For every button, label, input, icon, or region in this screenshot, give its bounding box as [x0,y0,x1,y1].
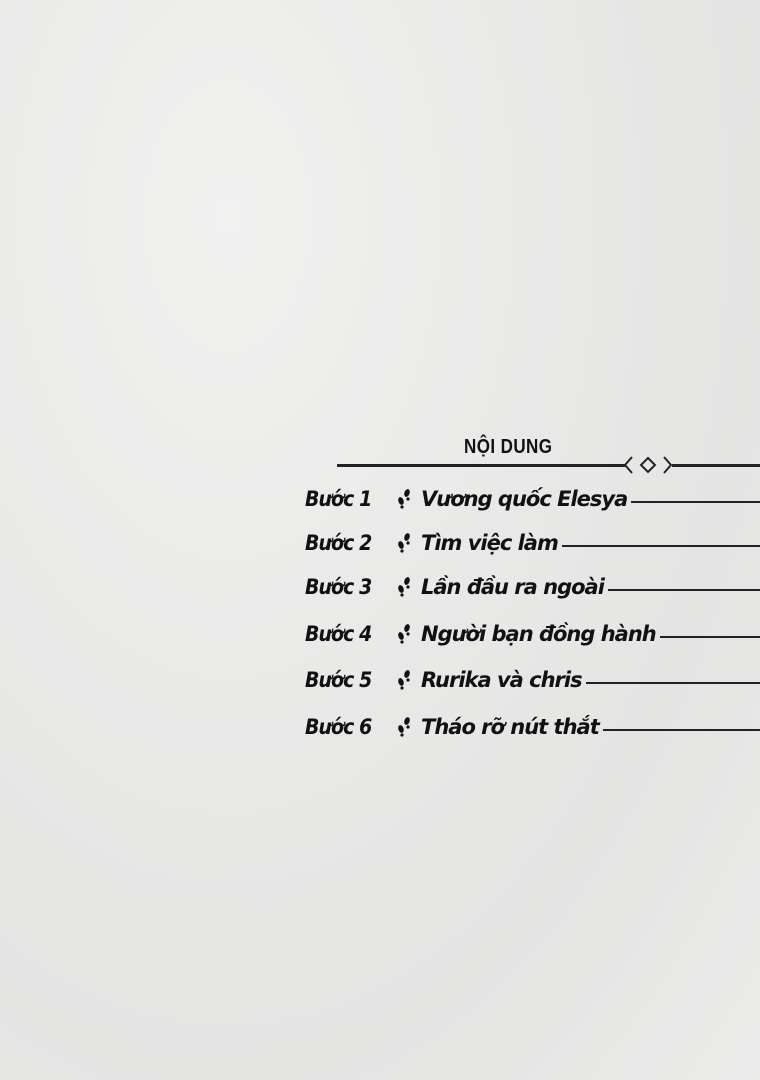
heading-rule-right [672,464,760,467]
step-label: Bước 3 [305,575,372,599]
step-label: Bước 6 [305,715,372,739]
chapter-title: Người bạn đồng hành [421,622,657,646]
leader-line [631,501,760,503]
toc-entry[interactable]: Bước 6 Tháo rỡ nút thắt [305,712,760,742]
toc-entry[interactable]: Bước 3 Lần đầu ra ngoài [305,572,760,602]
footprints-icon [398,624,410,644]
chapter-title: Lần đầu ra ngoài [421,575,605,599]
toc-heading: NỘI DUNG [464,436,553,458]
footprints-icon [398,670,410,690]
leader-line [585,682,760,684]
footprints-icon [398,717,410,737]
chapter-title: Tháo rỡ nút thắt [421,715,600,739]
footprints-icon [398,533,410,553]
chapter-title: Vương quốc Elesya [421,487,628,511]
step-label: Bước 5 [305,668,372,692]
leader-line [602,729,760,731]
step-label: Bước 4 [305,622,372,646]
toc-entry[interactable]: Bước 2 Tìm việc làm [305,528,760,558]
toc-entry[interactable]: Bước 5 Rurika và chris [305,665,760,695]
diamond-ornament-icon [623,456,673,474]
toc-entry[interactable]: Bước 4 Người bạn đồng hành [305,619,760,649]
step-label: Bước 2 [305,531,372,555]
toc-entry[interactable]: Bước 1 Vương quốc Elesya [305,484,760,514]
chapter-title: Rurika và chris [421,668,583,692]
footprints-icon [398,577,410,597]
chapter-title: Tìm việc làm [421,531,559,555]
leader-line [607,589,760,591]
step-label: Bước 1 [305,487,372,511]
heading-rule-left [337,464,625,467]
leader-line [659,636,760,638]
footprints-icon [398,489,410,509]
leader-line [561,545,760,547]
